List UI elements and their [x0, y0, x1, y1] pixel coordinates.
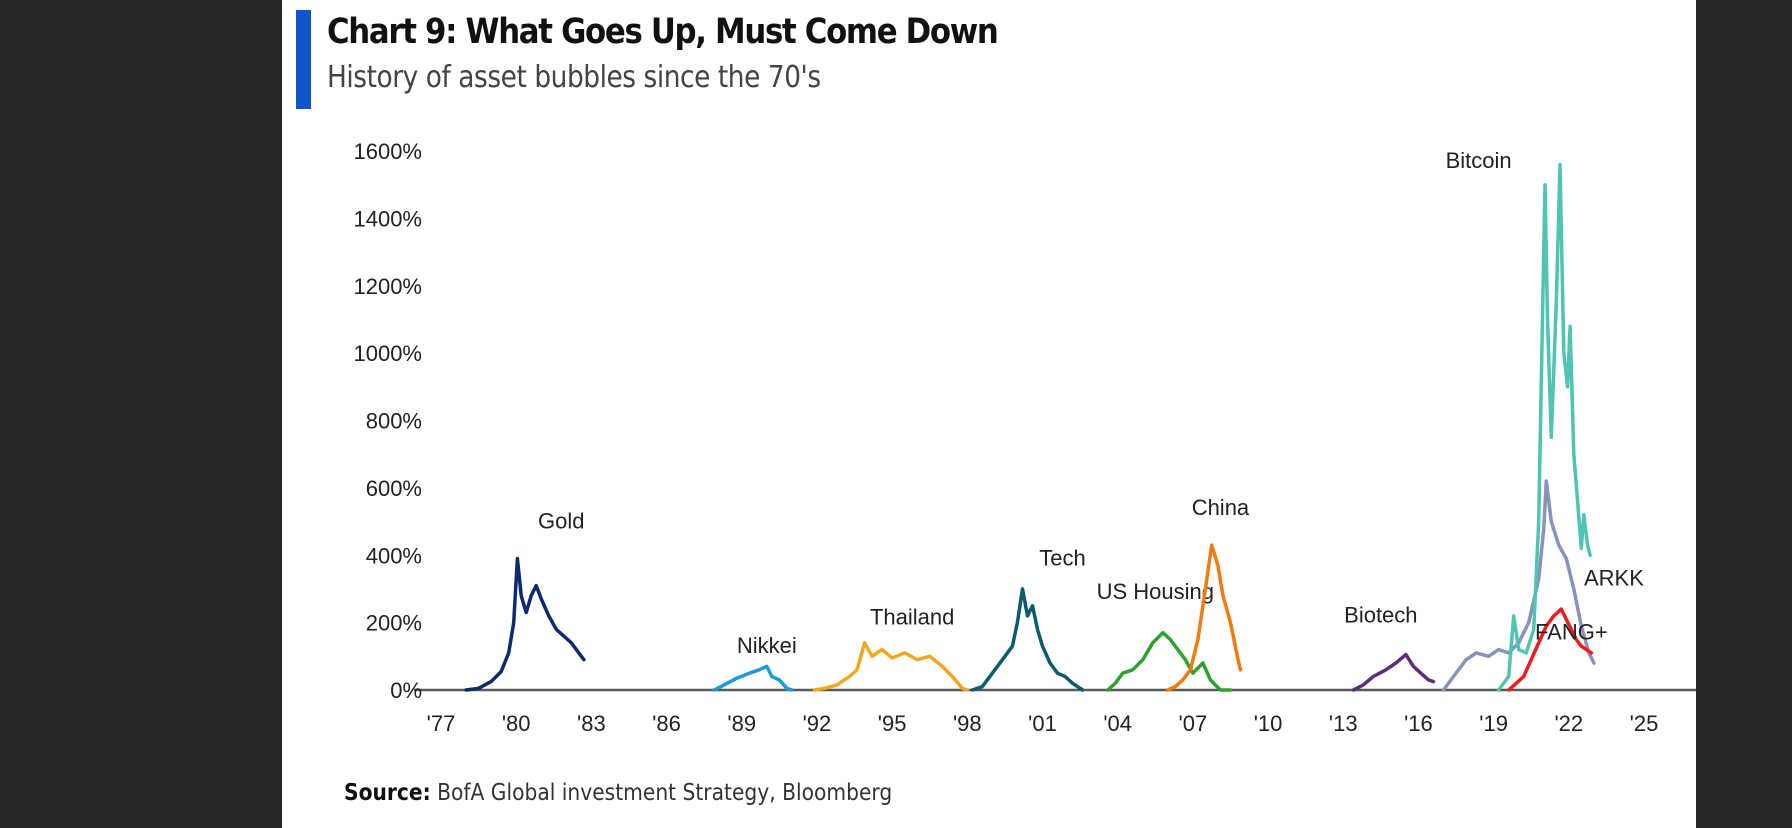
series-line-thailand [812, 641, 970, 692]
x-tick-label: '80 [502, 711, 531, 736]
series-line-nikkei [712, 664, 794, 692]
series-label-thailand: Thailand [870, 604, 954, 629]
chart-title: Chart 9: What Goes Up, Must Come Down [327, 12, 999, 52]
x-tick-label: '01 [1028, 711, 1057, 736]
series-line-arkk [1441, 479, 1596, 692]
series-label-bitcoin: Bitcoin [1446, 148, 1512, 173]
series-label-biotech: Biotech [1344, 603, 1417, 628]
y-tick-label: 1000% [353, 341, 422, 366]
series-line-fang [1506, 607, 1594, 692]
source-note: Source: BofA Global investment Strategy,… [344, 780, 892, 806]
x-tick-label: '13 [1329, 711, 1358, 736]
series-label-nikkei: Nikkei [737, 633, 797, 658]
x-tick-label: '25 [1630, 711, 1659, 736]
chart-subtitle: History of asset bubbles since the 70's [327, 60, 821, 95]
series-label-tech: Tech [1039, 545, 1085, 570]
series-label-china: China [1192, 495, 1250, 520]
y-tick-label: 600% [366, 476, 422, 501]
x-tick-label: '98 [953, 711, 982, 736]
series-label-gold: Gold [538, 508, 584, 533]
series-label-us-housing: US Housing [1097, 579, 1214, 604]
series-line-gold [464, 556, 586, 692]
source-text: BofA Global investment Strategy, Bloombe… [437, 780, 893, 806]
series-line-us-housing [1105, 630, 1233, 692]
x-tick-label: '16 [1404, 711, 1433, 736]
x-tick-label: '95 [878, 711, 907, 736]
y-tick-label: 800% [366, 409, 422, 434]
x-tick-label: '07 [1179, 711, 1208, 736]
line-chart: 0% 200% 400% 600% 800% 1000% 1200% 1400% 1600% '7… [353, 139, 1696, 736]
y-tick-label: 1400% [353, 206, 422, 231]
x-tick-label: '83 [577, 711, 606, 736]
x-tick-label: '10 [1254, 711, 1283, 736]
x-tick-label: '19 [1479, 711, 1508, 736]
series-label-fang: FANG+ [1535, 619, 1608, 644]
series-line-bitcoin [1496, 162, 1592, 692]
y-tick-label: 400% [366, 543, 422, 568]
y-tick-label: 0% [390, 678, 422, 703]
x-tick-label: '22 [1554, 711, 1583, 736]
x-tick-label: '04 [1103, 711, 1132, 736]
x-tick-label: '92 [803, 711, 832, 736]
x-tick-label: '77 [427, 711, 456, 736]
chart-panel: Chart 9: What Goes Up, Must Come Down Hi… [282, 0, 1696, 828]
y-tick-label: 200% [366, 611, 422, 636]
series-label-arkk: ARKK [1584, 566, 1644, 591]
title-accent-bar [296, 10, 311, 109]
source-label: Source: [344, 780, 431, 806]
y-tick-label: 1600% [353, 139, 422, 164]
series-line-china [1166, 543, 1243, 692]
y-tick-label: 1200% [353, 274, 422, 299]
series-line-tech [970, 587, 1085, 692]
x-tick-label: '86 [652, 711, 681, 736]
x-tick-label: '89 [727, 711, 756, 736]
series-line-biotech [1351, 652, 1436, 692]
